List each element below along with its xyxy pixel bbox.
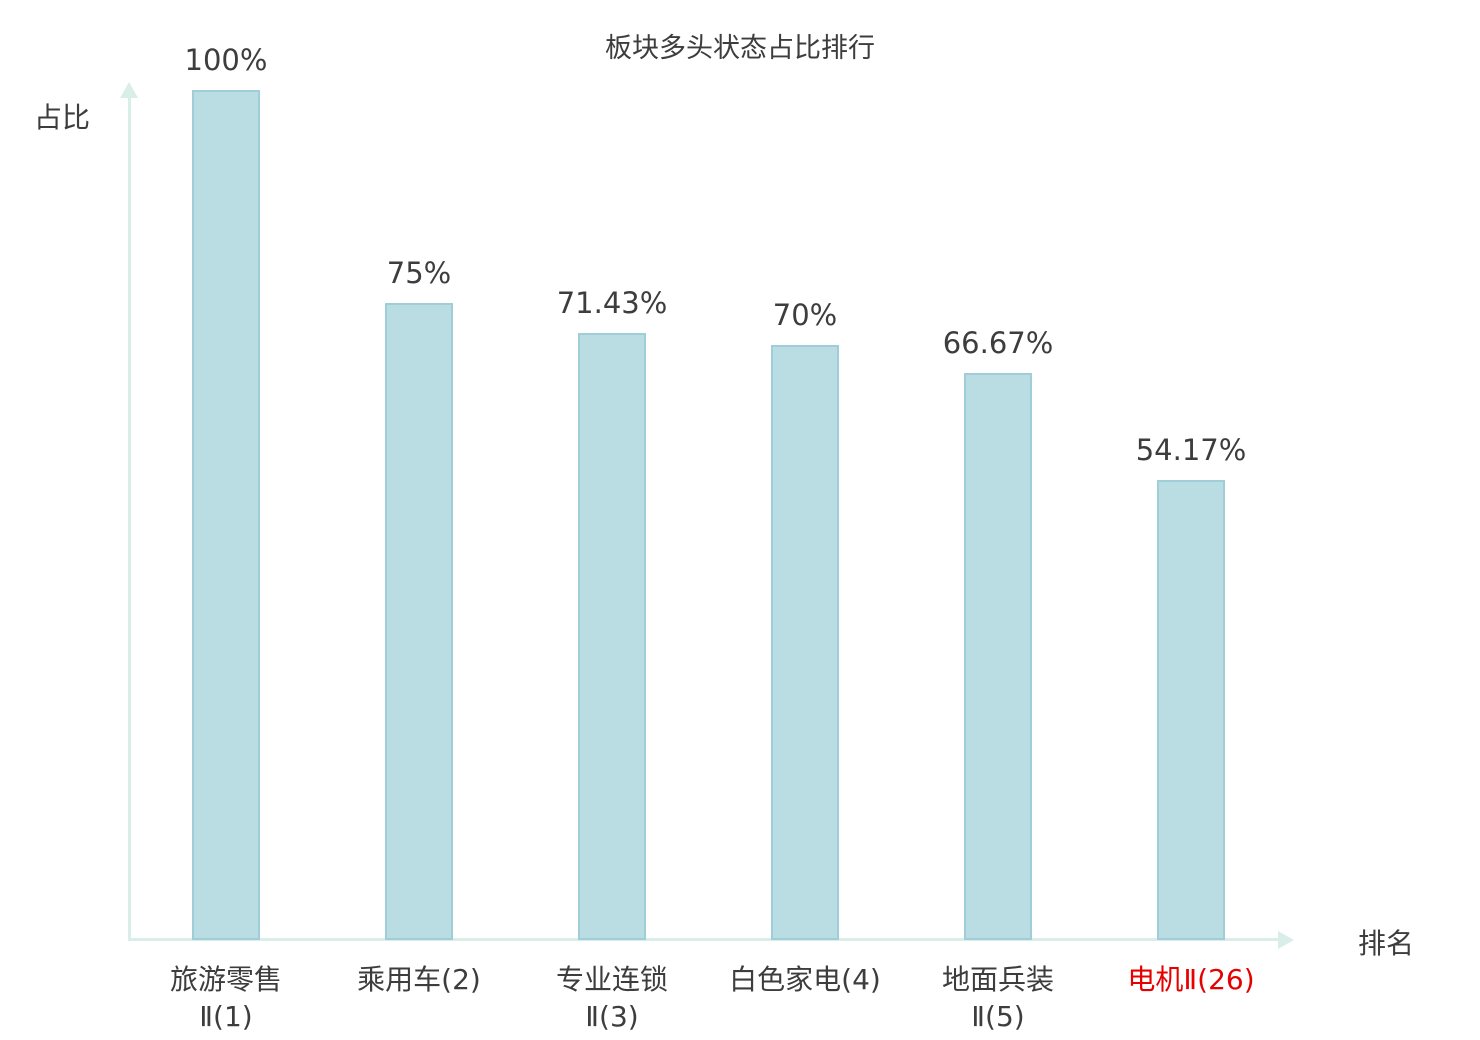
- bar-value-label: 100%: [184, 43, 268, 77]
- bar: [1157, 479, 1225, 940]
- y-axis-line: [128, 96, 131, 941]
- bar-value-label: 54.17%: [1135, 432, 1247, 467]
- bar-value-label: 75%: [386, 255, 452, 290]
- bar-category-label: 白色家电(4): [729, 963, 881, 996]
- y-axis-arrow-icon: [120, 82, 138, 98]
- chart-title: 板块多头状态占比排行: [605, 33, 875, 64]
- x-axis-label: 排名: [1358, 927, 1415, 960]
- bar-category-label: 电机Ⅱ(26): [1127, 963, 1255, 996]
- bar: [771, 345, 839, 940]
- bar-category-label: 专业连锁 Ⅱ(3): [555, 963, 668, 1033]
- bar: [578, 332, 646, 940]
- bar-value-label: 71.43%: [556, 285, 668, 320]
- bar: [964, 373, 1032, 940]
- bar-category-label: 乘用车(2): [357, 963, 481, 996]
- x-axis-line: [128, 938, 1280, 941]
- x-axis-arrow-icon: [1278, 930, 1294, 949]
- bar-category-label: 地面兵装 Ⅱ(5): [941, 963, 1054, 1033]
- bar-value-label: 70%: [772, 298, 838, 332]
- bar-value-label: 66.67%: [942, 326, 1054, 361]
- bar: [385, 302, 453, 940]
- y-axis-label: 占比: [34, 101, 91, 134]
- bar-category-label: 旅游零售 Ⅱ(1): [169, 963, 282, 1033]
- bar: [192, 90, 260, 940]
